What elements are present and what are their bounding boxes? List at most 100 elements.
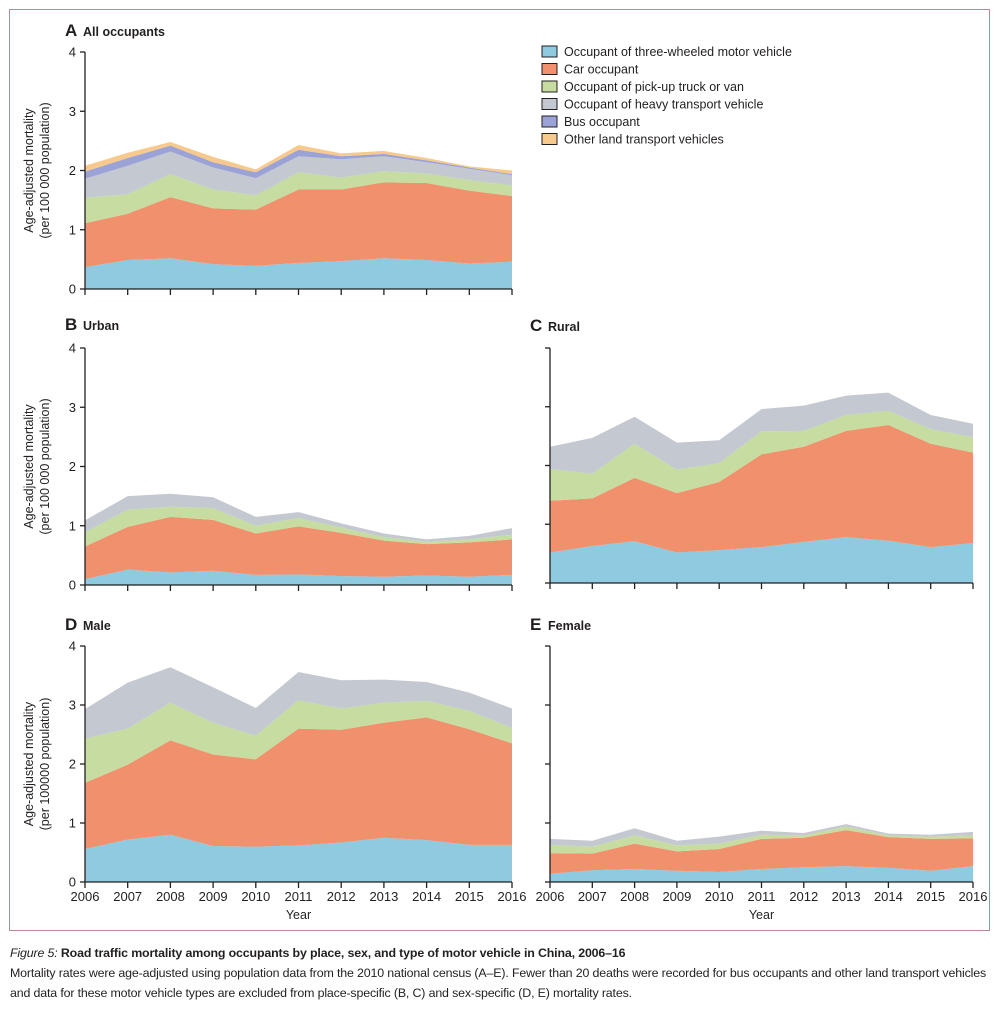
panel-letter: A (65, 21, 77, 40)
y-tick-label: 2 (69, 459, 76, 474)
caption-title: Road traffic mortality among occupants b… (57, 946, 626, 960)
y-axis-title: Age-adjusted mortality (22, 404, 36, 529)
panel-d: 0 1 2 3 4 2006 2007 2008 2009 2010 2011 2012 2013 201… (22, 615, 526, 922)
x-tick-label: 2013 (369, 889, 398, 904)
area-heavy (85, 493, 512, 542)
legend-item-three-wheeled: Occupant of three-wheeled motor vehicle (541, 45, 792, 59)
figure-canvas: 0 1 2 3 4 A All occupants Age-adjusted mortalit… (22, 21, 987, 922)
legend-item-car: Car occupant (541, 63, 639, 77)
panel-e: 2006 2007 2008 2009 2010 2011 2012 2013 2014 2015… (530, 615, 987, 922)
x-tick-label: 2012 (789, 889, 818, 904)
y-tick-label: 3 (69, 698, 76, 713)
panel-title: Rural (548, 320, 580, 334)
x-tick-label: 2007 (578, 889, 607, 904)
y-axis-subtitle: (per 100 000 population) (38, 102, 52, 238)
x-tick-label: 2011 (748, 889, 776, 904)
area-three-wheeled (85, 834, 512, 882)
legend-swatch (541, 63, 558, 75)
y-tick-label: 1 (69, 222, 76, 237)
y-axis-subtitle: (per 100 000 population) (38, 398, 52, 534)
area-car (85, 182, 512, 268)
panel-b: 0 1 2 3 4 B Urban Age-adjusted mortality (per 10… (22, 315, 513, 593)
legend-label: Bus occupant (564, 115, 640, 129)
x-tick-label: 2010 (705, 889, 734, 904)
area-car (85, 516, 512, 580)
area-pickup (85, 700, 512, 783)
y-tick-label: 0 (69, 578, 76, 593)
panel-letter: D (65, 615, 77, 634)
area-car (550, 424, 973, 553)
x-tick-label: 2015 (455, 889, 484, 904)
x-axis-title: Year (286, 908, 311, 922)
legend-item-pickup: Occupant of pick-up truck or van (541, 80, 744, 94)
x-tick-label: 2013 (832, 889, 861, 904)
x-tick-label: 2016 (498, 889, 527, 904)
caption-title-line: Figure 5: Road traffic mortality among o… (10, 943, 990, 963)
panel-title: Urban (83, 319, 119, 333)
legend-label: Occupant of heavy transport vehicle (564, 98, 763, 112)
legend: Occupant of three-wheeled motor vehicle C… (541, 45, 792, 147)
area-three-wheeled (550, 866, 973, 882)
y-axis-subtitle: (per 100000 population) (38, 698, 52, 831)
area-pickup (85, 506, 512, 547)
y-tick-label: 0 (69, 282, 76, 297)
y-tick-label: 3 (69, 104, 76, 119)
caption-body: Mortality rates were age-adjusted using … (10, 966, 987, 1000)
x-tick-label: 2006 (71, 889, 100, 904)
panel-title: All occupants (83, 25, 165, 39)
y-tick-label: 4 (69, 341, 76, 356)
x-tick-label: 2008 (620, 889, 649, 904)
legend-item-other: Other land transport vehicles (541, 133, 724, 147)
y-tick-label: 2 (69, 163, 76, 178)
x-tick-label: 2016 (959, 889, 988, 904)
x-tick-label: 2007 (113, 889, 142, 904)
y-tick-label: 0 (69, 875, 76, 890)
x-tick-label: 2010 (241, 889, 270, 904)
area-pickup (85, 171, 512, 224)
x-tick-label: 2015 (916, 889, 945, 904)
area-pickup (550, 826, 973, 854)
figure-caption: Figure 5: Road traffic mortality among o… (10, 943, 990, 1003)
legend-label: Other land transport vehicles (564, 133, 724, 147)
legend-item-bus: Bus occupant (541, 115, 640, 129)
caption-figure-label: Figure 5: (10, 946, 58, 960)
panel-letter: B (65, 315, 77, 334)
x-tick-label: 2014 (874, 889, 903, 904)
legend-item-heavy: Occupant of heavy transport vehicle (541, 98, 763, 112)
panel-letter: E (530, 615, 541, 634)
x-tick-label: 2011 (285, 889, 313, 904)
y-tick-label: 3 (69, 400, 76, 415)
panel-title: Female (548, 619, 591, 633)
area-pickup (550, 410, 973, 501)
area-three-wheeled (85, 569, 512, 585)
area-car (550, 830, 973, 874)
legend-label: Occupant of three-wheeled motor vehicle (564, 45, 792, 59)
legend-swatch (541, 80, 558, 93)
panel-c: C Rural (530, 316, 974, 589)
legend-label: Car occupant (564, 63, 639, 77)
panel-title: Male (83, 619, 111, 633)
x-tick-label: 2008 (156, 889, 185, 904)
legend-label: Occupant of pick-up truck or van (564, 80, 744, 94)
x-tick-label: 2006 (536, 889, 565, 904)
x-tick-label: 2012 (327, 889, 356, 904)
panel-letter: C (530, 316, 542, 335)
figure-frame (9, 9, 990, 931)
area-three-wheeled (85, 258, 512, 289)
legend-swatch (541, 45, 558, 58)
legend-swatch (541, 98, 558, 110)
area-three-wheeled (550, 537, 973, 583)
area-heavy (85, 151, 512, 198)
area-car (85, 717, 512, 849)
x-axis-title: Year (749, 908, 774, 922)
panel-a: 0 1 2 3 4 A All occupants Age-adjusted mortalit… (22, 21, 513, 297)
legend-swatch (541, 115, 558, 128)
y-tick-label: 4 (69, 45, 76, 60)
area-heavy (85, 667, 512, 739)
y-tick-label: 2 (69, 757, 76, 772)
panels: 0 1 2 3 4 A All occupants Age-adjusted mortalit… (22, 21, 987, 922)
x-tick-label: 2009 (662, 889, 691, 904)
y-tick-label: 4 (69, 639, 76, 654)
legend-swatch (541, 133, 558, 145)
x-tick-label: 2009 (199, 889, 228, 904)
